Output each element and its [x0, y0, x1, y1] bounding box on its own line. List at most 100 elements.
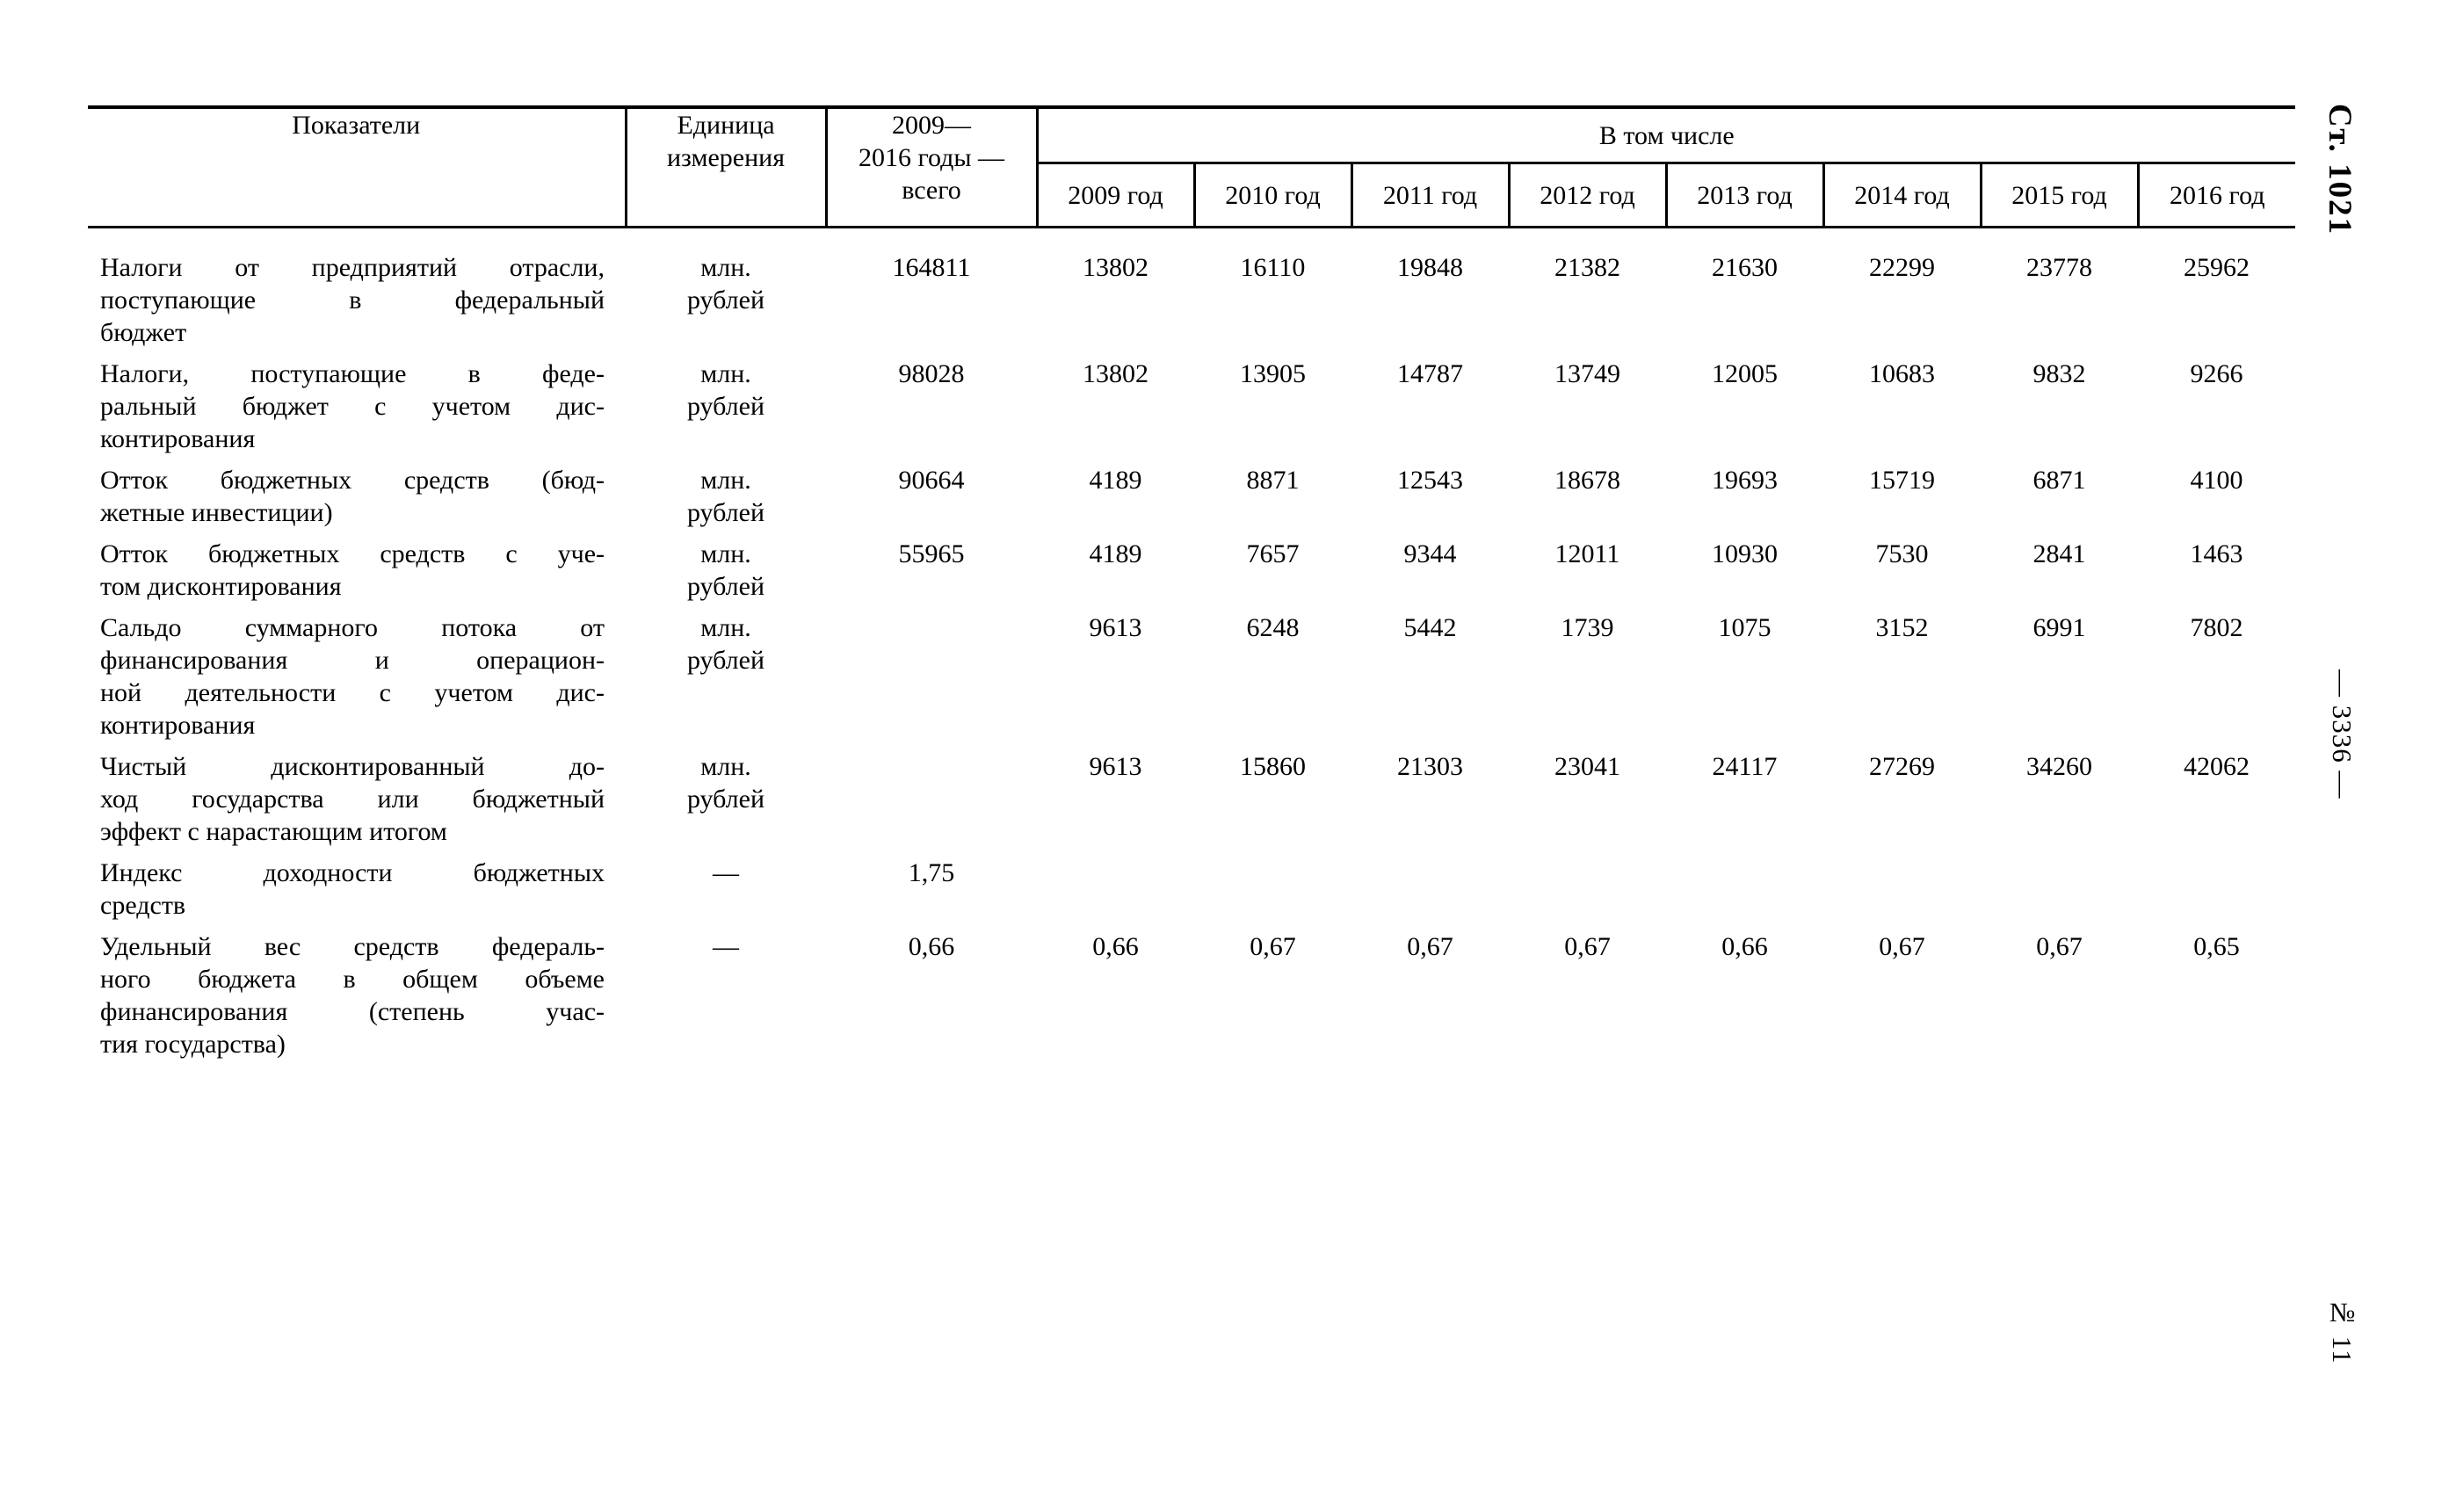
table-row: Отток бюджетных средств (бюд-жетные инве…: [88, 455, 2295, 529]
year-value-cell: 24117: [1712, 752, 1778, 781]
year-value-cell: [1509, 848, 1666, 922]
year-value-cell: 0,66: [1721, 932, 1768, 961]
unit-column-header: Единица измерения: [626, 107, 828, 228]
table-header: Показатели Единица измерения 2009— 2016 го…: [88, 107, 2296, 228]
unit-cell: млн. рублей: [686, 253, 765, 315]
year-value-cell: 4189: [1089, 466, 1142, 495]
total-value-cell: 98028: [898, 359, 965, 388]
year-value-cell: 13802: [1083, 253, 1148, 282]
year-value-cell: 10683: [1869, 359, 1935, 388]
table-row: Отток бюджетных средств с уче-том дискон…: [88, 529, 2295, 603]
table-body: Налоги от предприятий отрасли, поступающи…: [88, 228, 2295, 1061]
header-row-top: Показатели Единица измерения 2009— 2016 го…: [88, 107, 2296, 228]
year-value-cell: 15860: [1240, 752, 1306, 781]
unit-cell: млн. рублей: [686, 613, 765, 675]
total-value-cell: 1,75: [908, 858, 955, 887]
year-column-header: 2016 год: [2136, 163, 2296, 228]
year-value-cell: 0,65: [2193, 932, 2240, 961]
year-value-cell: 9613: [1089, 752, 1142, 781]
year-value-cell: 15719: [1869, 466, 1935, 495]
year-value-cell: 9613: [1089, 613, 1142, 642]
total-value-cell: [826, 603, 1037, 742]
year-value-cell: 7802: [2190, 613, 2243, 642]
indicator-cell: Отток бюджетных средств с уче-том дискон…: [100, 539, 605, 601]
year-value-cell: 12005: [1712, 359, 1778, 388]
year-value-cell: 14787: [1397, 359, 1463, 388]
year-value-cell: 25962: [2184, 253, 2250, 282]
year-value-cell: 42062: [2184, 752, 2250, 781]
total-column-header: 2009— 2016 годы — всего: [826, 107, 1039, 228]
indicator-cell: Налоги, поступающие в феде-ральный бюдже…: [100, 359, 605, 453]
year-value-cell: 23041: [1554, 752, 1620, 781]
budget-indicators-table: Показатели Единица измерения 2009— 2016 го…: [88, 105, 2296, 1061]
total-value-cell: [826, 742, 1037, 848]
year-value-cell: 9266: [2190, 359, 2243, 388]
year-value-cell: 0,66: [1092, 932, 1139, 961]
year-value-cell: 4189: [1089, 539, 1142, 568]
year-value-cell: 21630: [1712, 253, 1778, 282]
year-column-header: 2009 год: [1035, 163, 1194, 228]
year-value-cell: 0,67: [2036, 932, 2083, 961]
year-column-header: 2011 год: [1350, 163, 1509, 228]
year-value-cell: 27269: [1869, 752, 1935, 781]
indicator-cell: Отток бюджетных средств (бюд-жетные инве…: [100, 466, 605, 527]
unit-cell: —: [713, 858, 739, 887]
year-value-cell: 8871: [1246, 466, 1300, 495]
table-row: Чистый дисконтированный до-ход государст…: [88, 742, 2295, 848]
indicator-cell: Индекс доходности бюджетных средств: [100, 858, 605, 920]
unit-cell: млн. рублей: [686, 539, 765, 601]
year-value-cell: 19848: [1397, 253, 1463, 282]
table-row: Сальдо суммарного потока от финансировани…: [88, 603, 2295, 742]
year-value-cell: 6248: [1246, 613, 1300, 642]
year-value-cell: 12543: [1397, 466, 1463, 495]
year-value-cell: [1037, 848, 1194, 922]
article-number-label: Ст. 1021: [2322, 104, 2358, 236]
year-header-row: 2009 год 2010 год 2011 год 2012 год 2013 год…: [88, 163, 2296, 228]
year-value-cell: 0,67: [1407, 932, 1453, 961]
year-value-cell: 13802: [1083, 359, 1148, 388]
year-value-cell: 6991: [2032, 613, 2086, 642]
indicator-cell: Чистый дисконтированный до-ход государст…: [100, 752, 605, 846]
unit-cell: млн. рублей: [686, 466, 765, 527]
year-value-cell: 12011: [1554, 539, 1620, 568]
table-row: Удельный вес средств федераль-ного бюдже…: [88, 922, 2295, 1060]
year-value-cell: [2138, 848, 2295, 922]
indicator-cell: Налоги от предприятий отрасли, поступающи…: [100, 253, 605, 347]
indicators-column-header: Показатели: [88, 107, 627, 228]
total-value-cell: 90664: [898, 466, 965, 495]
year-value-cell: 1463: [2190, 539, 2243, 568]
year-value-cell: 18678: [1554, 466, 1620, 495]
year-value-cell: 9832: [2032, 359, 2086, 388]
year-value-cell: 9344: [1403, 539, 1457, 568]
year-value-cell: 10930: [1712, 539, 1778, 568]
year-value-cell: 1075: [1718, 613, 1772, 642]
year-value-cell: 0,67: [1250, 932, 1296, 961]
year-value-cell: 7530: [1875, 539, 1929, 568]
year-value-cell: [1351, 848, 1509, 922]
year-value-cell: 4100: [2190, 466, 2243, 495]
indicator-cell: Удельный вес средств федераль-ного бюдже…: [100, 932, 605, 1059]
year-value-cell: 1739: [1561, 613, 1614, 642]
year-value-cell: 19693: [1712, 466, 1778, 495]
year-value-cell: 5442: [1403, 613, 1457, 642]
total-value-cell: 55965: [898, 539, 965, 568]
year-value-cell: 21382: [1554, 253, 1620, 282]
year-column-header: 2010 год: [1192, 163, 1351, 228]
year-value-cell: 13905: [1240, 359, 1306, 388]
total-value-cell: 0,66: [908, 932, 955, 961]
year-column-header: 2013 год: [1664, 163, 1823, 228]
year-column-header: 2012 год: [1507, 163, 1666, 228]
year-value-cell: 6871: [2032, 466, 2086, 495]
table-row: Налоги, поступающие в феде-ральный бюдже…: [88, 349, 2295, 455]
year-value-cell: 16110: [1240, 253, 1306, 282]
year-value-cell: 22299: [1869, 253, 1935, 282]
year-column-header: 2014 год: [1822, 163, 1981, 228]
year-value-cell: 0,67: [1879, 932, 1925, 961]
table-row: Индекс доходности бюджетных средств — 1,75: [88, 848, 2295, 922]
year-value-cell: 21303: [1397, 752, 1463, 781]
year-column-header: 2015 год: [1979, 163, 2138, 228]
table-row: Налоги от предприятий отрасли, поступающи…: [88, 228, 2295, 350]
year-value-cell: 0,67: [1564, 932, 1611, 961]
year-value-cell: [1194, 848, 1351, 922]
total-value-cell: 164811: [892, 253, 971, 282]
